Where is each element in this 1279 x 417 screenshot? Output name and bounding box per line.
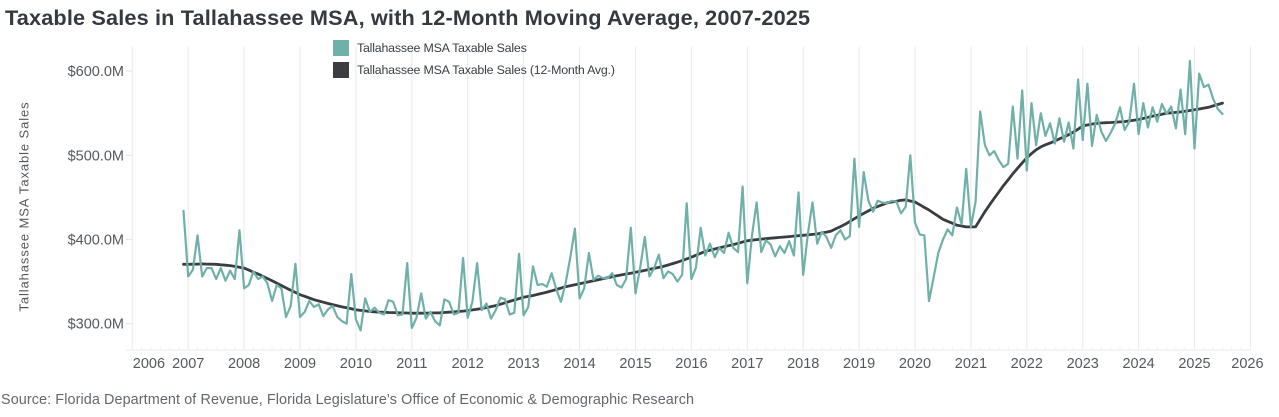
svg-text:2008: 2008 [228, 356, 260, 372]
svg-text:$500.0M: $500.0M [68, 148, 124, 164]
svg-text:2018: 2018 [787, 356, 819, 372]
svg-text:2020: 2020 [899, 356, 931, 372]
svg-text:2011: 2011 [396, 356, 427, 372]
svg-text:2014: 2014 [563, 356, 595, 372]
svg-text:2025: 2025 [1178, 356, 1210, 372]
svg-text:2006: 2006 [133, 356, 165, 372]
svg-text:2021: 2021 [955, 356, 987, 372]
svg-text:2017: 2017 [731, 356, 763, 372]
svg-text:2012: 2012 [452, 356, 484, 372]
svg-text:2010: 2010 [340, 356, 372, 372]
svg-text:2022: 2022 [1011, 356, 1043, 372]
svg-text:2007: 2007 [172, 356, 204, 372]
svg-text:2015: 2015 [619, 356, 651, 372]
svg-text:$300.0M: $300.0M [68, 317, 124, 333]
svg-text:2023: 2023 [1067, 356, 1099, 372]
svg-text:2016: 2016 [675, 356, 707, 372]
svg-text:2013: 2013 [507, 356, 539, 372]
svg-text:$400.0M: $400.0M [68, 233, 124, 249]
svg-text:2019: 2019 [843, 356, 875, 372]
svg-text:2026: 2026 [1231, 356, 1263, 372]
svg-text:2024: 2024 [1122, 356, 1154, 372]
svg-text:2009: 2009 [284, 356, 316, 372]
svg-text:$600.0M: $600.0M [68, 64, 124, 80]
